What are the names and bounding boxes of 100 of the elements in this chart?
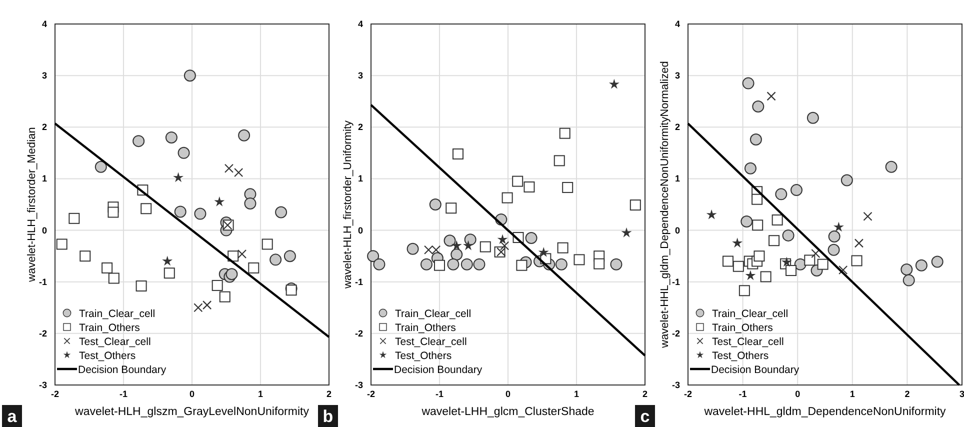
point (610, 258, 622, 270)
point (608, 78, 620, 89)
point (902, 274, 915, 286)
x-tick-label: 3 (959, 389, 964, 399)
point (108, 272, 120, 284)
x-tick-label: -1 (738, 389, 747, 399)
point (447, 258, 460, 270)
y-tick-label: -1 (38, 276, 47, 287)
y-tick-label: 0 (674, 225, 680, 236)
y-tick-label: 1 (358, 174, 363, 184)
legend-label: Test_Clear_cell (712, 336, 784, 348)
y-tick-label: -2 (354, 328, 363, 338)
point (752, 100, 764, 113)
legend-label: Train_Others (712, 322, 773, 334)
y-tick-label: 3 (674, 70, 680, 81)
point (94, 160, 107, 173)
point (828, 230, 840, 242)
point (450, 248, 463, 261)
point (173, 172, 184, 182)
point (444, 234, 456, 247)
point (460, 258, 473, 270)
point (237, 249, 247, 259)
x-axis-title: wavelet-HLH_glszm_GrayLevelNonUniformity (74, 406, 310, 418)
point (284, 250, 296, 262)
point (464, 234, 476, 246)
point (516, 260, 528, 271)
point (750, 134, 762, 146)
point (165, 131, 178, 144)
x-tick-label: -1 (435, 389, 444, 399)
y-tick-label: 1 (42, 174, 47, 184)
y-tick-label: 4 (358, 19, 363, 29)
point (594, 258, 605, 270)
legend-label: Decision Boundary (711, 364, 800, 376)
point (745, 270, 756, 280)
point (194, 208, 206, 220)
x-tick-label: 0 (795, 389, 800, 399)
legend-label: Decision Boundary (78, 364, 167, 376)
point (766, 92, 776, 101)
point (863, 212, 872, 221)
point (512, 176, 524, 187)
point (500, 241, 510, 250)
x-tick-label: -2 (50, 389, 60, 399)
point (136, 280, 147, 292)
point (463, 240, 474, 250)
point (817, 258, 828, 270)
y-tick-label: -3 (672, 380, 680, 390)
legend-label: Train_Clear_cell (79, 308, 156, 320)
x-tick-label: -2 (366, 389, 376, 399)
text: b (322, 407, 334, 426)
text: a (7, 407, 18, 426)
point (811, 248, 820, 258)
y-tick-label: 2 (674, 122, 680, 132)
y-tick-label: 3 (358, 70, 363, 81)
point (497, 234, 508, 244)
point (224, 164, 234, 173)
point (525, 232, 538, 244)
legend-label: Test_Others (395, 350, 452, 362)
y-tick-label: 3 (42, 70, 47, 81)
x-tick-label: -2 (684, 389, 692, 399)
point (174, 206, 186, 218)
point (496, 247, 506, 256)
point (833, 222, 844, 232)
point (732, 238, 743, 248)
point (184, 70, 196, 82)
x-tick-label: 2 (904, 389, 910, 399)
x-tick-label: 1 (574, 389, 580, 399)
text: c (640, 407, 650, 426)
x-tick-label: 0 (505, 389, 511, 399)
point (420, 258, 432, 270)
x-axis-title: wavelet-LHH_glcm_ClusterShade (420, 406, 594, 418)
legend-label: Train_Others (79, 322, 140, 334)
point (838, 265, 848, 275)
x-tick-label: 1 (258, 389, 264, 399)
legend-label: Test_Others (712, 350, 769, 362)
y-tick-label: -2 (672, 328, 680, 338)
point (740, 216, 753, 228)
y-axis-title: wavelet-HLH_firstorder_Median (26, 127, 38, 283)
point (434, 260, 445, 271)
y-tick-label: 0 (42, 225, 47, 236)
y-tick-label: -3 (38, 380, 47, 390)
point (244, 197, 256, 210)
point (502, 192, 513, 204)
y-tick-label: 0 (358, 225, 363, 236)
legend-label: Train_Clear_cell (712, 308, 788, 320)
point (451, 240, 462, 250)
point (744, 162, 756, 174)
legend-label: Test_Clear_cell (79, 336, 151, 348)
y-tick-label: 2 (358, 122, 363, 132)
point (226, 268, 238, 280)
point (915, 259, 928, 272)
y-tick-label: -2 (38, 328, 47, 338)
point (900, 263, 913, 276)
point (212, 280, 223, 291)
point (790, 184, 803, 196)
x-tick-label: 2 (326, 389, 332, 399)
point (885, 160, 898, 173)
y-tick-label: 2 (42, 122, 47, 132)
y-tick-label: 1 (674, 174, 680, 184)
point (373, 258, 386, 270)
point (162, 256, 173, 266)
